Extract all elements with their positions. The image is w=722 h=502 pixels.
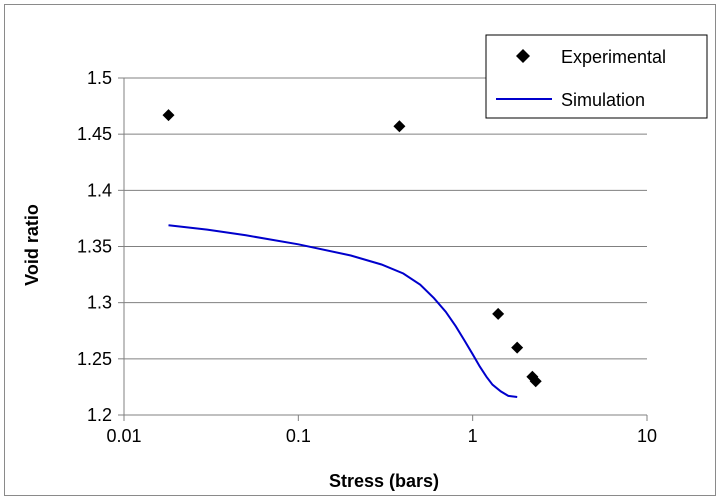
y-tick-label: 1.25 (77, 349, 112, 369)
experimental-point (529, 375, 542, 388)
legend-box (485, 34, 708, 119)
x-tick-label: 1 (468, 426, 478, 446)
y-tick-label: 1.45 (77, 124, 112, 144)
simulation-series (168, 224, 518, 398)
y-tick-label: 1.35 (77, 237, 112, 257)
experimental-point (511, 341, 524, 354)
experimental-point (492, 307, 505, 320)
gridlines (124, 77, 647, 360)
legend-diamond-icon (516, 49, 530, 63)
legend-label-simulation: Simulation (561, 90, 645, 110)
y-axis-title: Void ratio (22, 204, 42, 286)
x-tick-label: 10 (637, 426, 657, 446)
y-tick-label: 1.4 (87, 180, 112, 200)
y-tick-label: 1.5 (87, 68, 112, 88)
legend: Experimental Simulation (485, 34, 708, 119)
y-tick-label: 1.3 (87, 293, 112, 313)
experimental-point (162, 109, 175, 122)
legend-label-experimental: Experimental (561, 47, 666, 67)
x-tick-label: 0.1 (286, 426, 311, 446)
simulation-line (168, 224, 518, 398)
experimental-series (162, 109, 542, 388)
y-tick-label: 1.2 (87, 405, 112, 425)
tick-labels: 1.2 1.25 1.3 1.35 1.4 1.45 1.5 0.01 0.1 1 10 (77, 68, 657, 446)
tick-marks (118, 77, 648, 421)
x-tick-label: 0.01 (106, 426, 141, 446)
x-axis-title: Stress (bars) (329, 471, 439, 491)
experimental-point (393, 120, 406, 133)
